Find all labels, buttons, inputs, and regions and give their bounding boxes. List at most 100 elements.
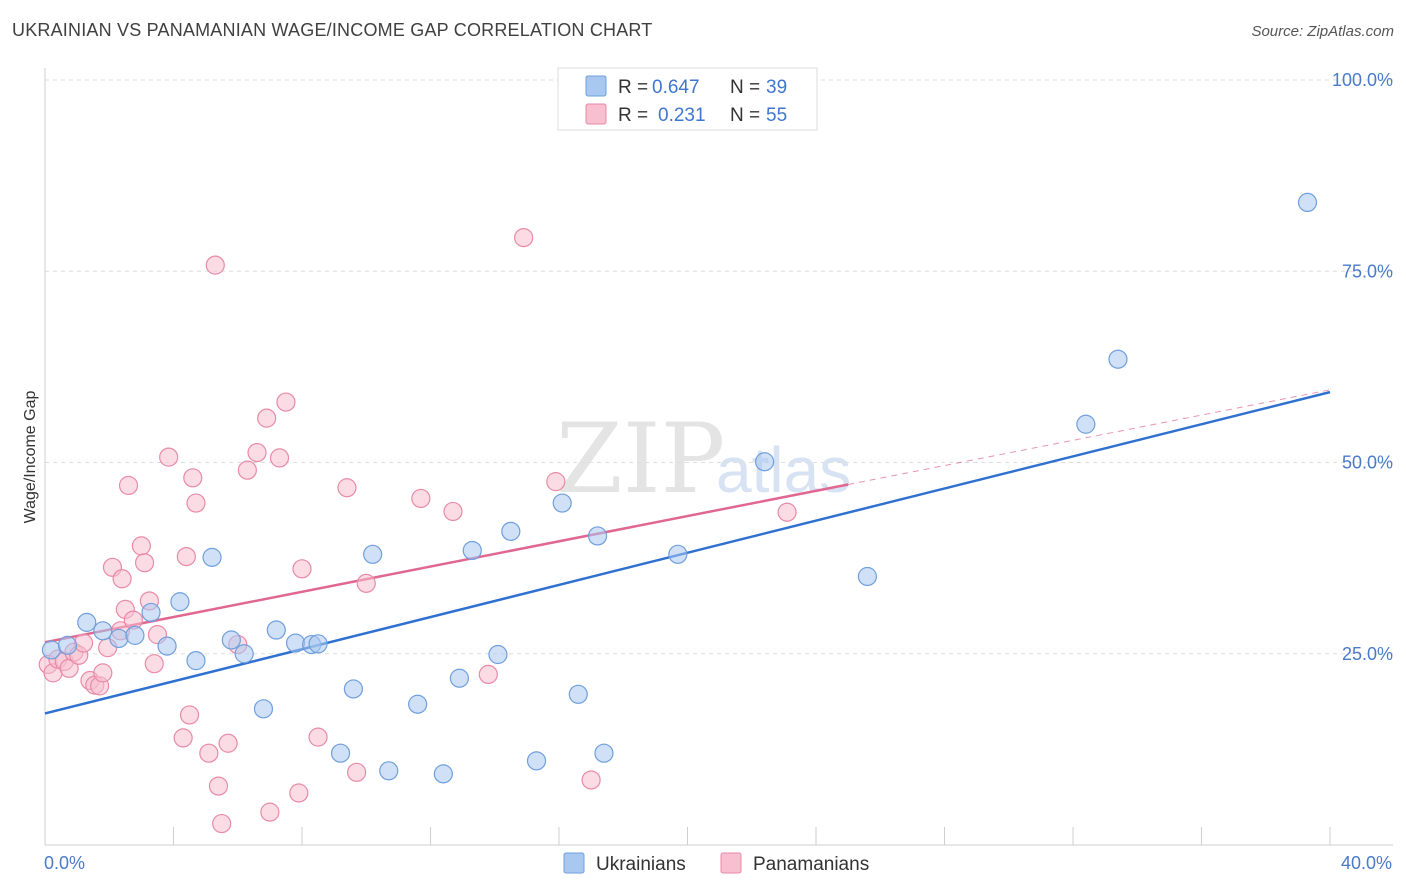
watermark-atlas: atlas [716, 434, 851, 506]
watermark-zip: ZIP [556, 403, 725, 515]
panamanians-point [443, 501, 463, 522]
ukrainians-point [526, 751, 547, 771]
panamanians-point [186, 493, 206, 513]
ukrainians-point [202, 547, 222, 567]
y-tick-label: 100.0% [1332, 70, 1393, 90]
panamanians-point [289, 783, 309, 803]
panamanians-point [173, 728, 193, 748]
panamanians-point [478, 664, 498, 685]
ukrainians-point [186, 651, 206, 671]
bottom-legend-label-ukrainians: Ukrainians [596, 854, 686, 875]
legend-r-label-1: R = [618, 77, 648, 98]
panamanians-point [144, 654, 164, 674]
panamanians-point [292, 559, 312, 579]
ukrainians-point [330, 743, 351, 763]
panamanians-point [257, 408, 277, 428]
ukrainians-point [308, 634, 328, 654]
panamanians-point [112, 569, 132, 589]
panamanians-point [581, 770, 601, 790]
panamanians-point [73, 633, 94, 653]
source-label: Source: ZipAtlas.com [1251, 23, 1394, 40]
panamanians-point [131, 536, 151, 556]
ukrainians-point [109, 628, 129, 649]
x-ticks [44, 827, 1331, 845]
legend-swatch-ukrainians [585, 75, 607, 97]
bottom-legend-swatch-ukrainians [563, 852, 585, 874]
panamanians-point [134, 553, 155, 573]
panamanians-point [546, 472, 566, 492]
panamanians-point [356, 573, 376, 593]
panamanians-point [308, 727, 328, 747]
panamanians-point [514, 227, 534, 248]
ukrainians-point [754, 452, 775, 472]
ukrainians-point [285, 633, 306, 653]
ukrainians-point [587, 526, 608, 546]
trendline-panamanians-extension [848, 389, 1331, 485]
panamanians-point [218, 733, 238, 753]
y-tick-label: 50.0% [1342, 453, 1393, 473]
panamanians-point [212, 813, 232, 834]
panamanians-point [777, 502, 797, 522]
y-tick-label: 75.0% [1342, 261, 1393, 281]
legend-n-value-2: 55 [766, 105, 787, 126]
ukrainians-point [462, 540, 482, 561]
panamanians-point [237, 460, 257, 480]
ukrainians-point [125, 625, 145, 645]
bottom-legend-label-panamanians: Panamanians [753, 854, 869, 875]
panamanians-point [276, 392, 296, 412]
ukrainians-point [77, 612, 97, 632]
legend-r-label-2: R = [618, 105, 648, 126]
panamanians-point [179, 705, 200, 725]
trend-lines [44, 389, 1331, 715]
ukrainians-point [157, 636, 177, 656]
panamanians-point [176, 546, 196, 567]
y-tick-labels: 100.0% 75.0% 50.0% 25.0% [1332, 70, 1393, 664]
ukrainians-point [1297, 192, 1318, 212]
ukrainians-point [93, 621, 113, 641]
ukrainians-points [41, 192, 1318, 784]
ukrainians-point [1076, 414, 1096, 434]
ukrainians-point [668, 544, 688, 564]
panamanians-point [347, 762, 367, 782]
ukrainians-point [433, 764, 453, 784]
gridlines [45, 79, 1393, 655]
y-axis-label: Wage/Income Gap [22, 391, 39, 524]
legend-r-value-2: 0.231 [658, 105, 706, 126]
panamanians-point [93, 663, 113, 683]
panamanians-point [269, 448, 290, 468]
trendline-ukrainians [44, 390, 1331, 715]
ukrainians-point [221, 630, 241, 650]
x-tick-label-max: 40.0% [1341, 853, 1392, 873]
bottom-legend-swatch-panamanians [720, 852, 742, 874]
legend-n-label-2: N = [730, 105, 760, 126]
ukrainians-point [552, 493, 572, 513]
bottom-legend: Ukrainians Panamanians [563, 852, 869, 875]
ukrainians-point [449, 668, 470, 688]
ukrainians-point [170, 592, 190, 612]
ukrainians-point [343, 679, 363, 699]
legend-r-value-1: 0.647 [652, 77, 700, 98]
ukrainians-point [253, 699, 274, 719]
panamanians-point [205, 255, 225, 275]
panamanians-point [260, 802, 280, 822]
ukrainians-point [857, 566, 878, 587]
ukrainians-point [594, 743, 614, 763]
ukrainians-point [408, 694, 428, 714]
ukrainians-point [41, 640, 62, 660]
y-tick-label: 25.0% [1342, 644, 1393, 664]
ukrainians-point [488, 644, 508, 665]
panamanians-point [411, 488, 431, 509]
panamanians-points [38, 227, 797, 834]
panamanians-point [159, 447, 179, 467]
panamanians-point [199, 743, 219, 763]
chart-title: UKRAINIAN VS PANAMANIAN WAGE/INCOME GAP … [12, 20, 653, 40]
ukrainians-point [379, 761, 399, 781]
panamanians-point [183, 468, 203, 488]
panamanians-point [247, 442, 267, 463]
ukrainians-point [1108, 349, 1128, 369]
ukrainians-point [501, 521, 521, 541]
ukrainians-point [141, 602, 161, 623]
ukrainians-point [568, 684, 588, 704]
legend-swatch-panamanians [585, 103, 607, 125]
legend-n-label-1: N = [730, 77, 760, 98]
